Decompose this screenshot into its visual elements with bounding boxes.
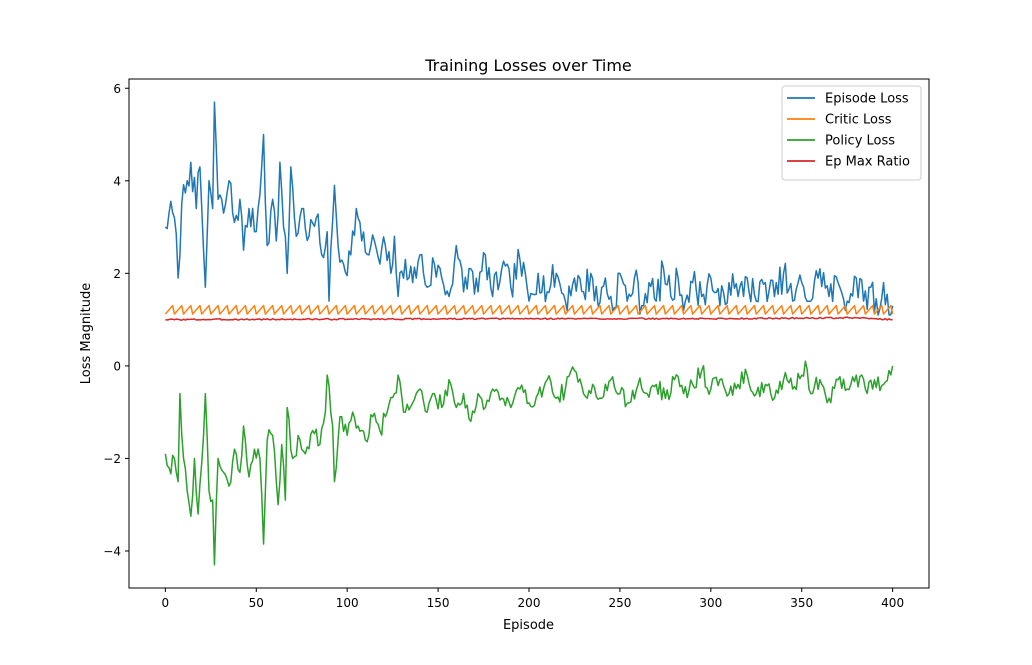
y-tick-label: 0 <box>113 359 121 373</box>
x-tick-label: 300 <box>699 596 722 610</box>
legend-label: Critic Loss <box>825 113 892 128</box>
y-tick-label: 2 <box>113 267 121 281</box>
chart-title: Training Losses over Time <box>424 56 632 75</box>
x-tick-label: 150 <box>427 596 450 610</box>
series-line-episode-loss <box>164 101 894 316</box>
x-axis: 0 50 100 150 200 250 300 350 400 <box>162 588 904 610</box>
legend-item: Critic Loss <box>787 113 892 128</box>
legend-label: Ep Max Ratio <box>825 155 910 170</box>
legend-box <box>781 85 922 181</box>
x-axis-label: Episode <box>503 618 554 633</box>
series-line-critic-loss <box>164 304 894 315</box>
y-tick-label: −2 <box>103 452 121 466</box>
y-tick: 6 <box>113 82 129 96</box>
y-axis: −4 −2 0 2 4 6 <box>103 82 129 558</box>
x-tick-label: 350 <box>790 596 813 610</box>
x-tick-label: 200 <box>518 596 541 610</box>
x-tick: 350 <box>790 588 813 610</box>
legend-item: Ep Max Ratio <box>787 155 910 170</box>
legend-label: Episode Loss <box>825 92 909 107</box>
series-line-policy-loss <box>164 360 894 566</box>
x-tick: 50 <box>249 588 264 610</box>
x-tick: 200 <box>518 588 541 610</box>
x-tick-label: 100 <box>336 596 359 610</box>
y-tick-label: −4 <box>103 544 121 558</box>
y-tick-label: 4 <box>113 174 121 188</box>
y-tick: 4 <box>113 174 129 188</box>
x-tick-label: 250 <box>608 596 631 610</box>
x-tick: 300 <box>699 588 722 610</box>
y-tick: −2 <box>103 452 129 466</box>
series-layer <box>164 101 894 566</box>
x-tick: 0 <box>162 588 170 610</box>
x-tick: 100 <box>336 588 359 610</box>
x-tick-label: 400 <box>881 596 904 610</box>
legend-item: Policy Loss <box>787 134 895 149</box>
legend-label: Policy Loss <box>825 134 895 149</box>
y-tick: 2 <box>113 267 129 281</box>
x-tick: 400 <box>881 588 904 610</box>
y-tick: 0 <box>113 359 129 373</box>
series-line-ep-max-ratio <box>165 316 893 321</box>
x-tick-label: 0 <box>162 596 170 610</box>
y-axis-label: Loss Magnitude <box>79 283 94 385</box>
legend: Episode Loss Critic Loss Policy Loss Ep Max… <box>781 85 922 181</box>
y-tick-label: 6 <box>113 82 121 96</box>
x-tick: 250 <box>608 588 631 610</box>
y-tick: −4 <box>103 544 129 558</box>
x-tick: 150 <box>427 588 450 610</box>
x-tick-label: 50 <box>249 596 264 610</box>
legend-item: Episode Loss <box>787 92 909 107</box>
